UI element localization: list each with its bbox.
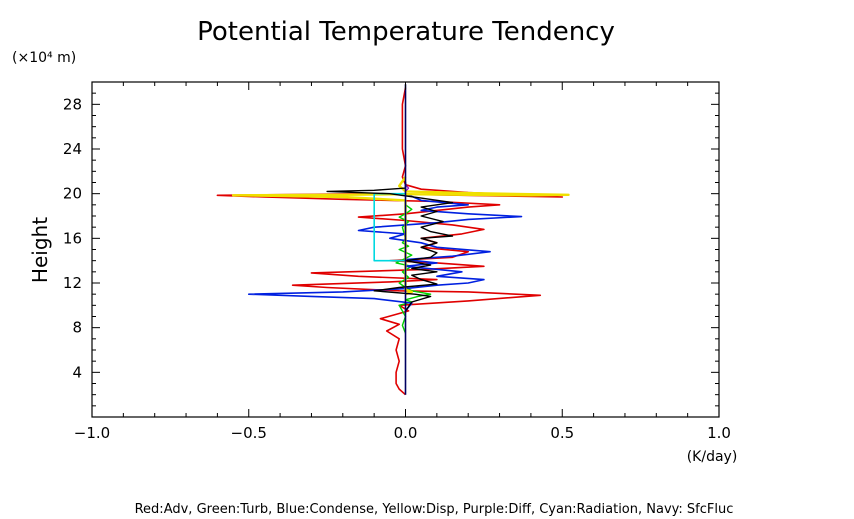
- series-line-adv: [216, 87, 564, 396]
- y-tick-label: 20: [63, 185, 82, 203]
- x-tick-label: 1.0: [707, 424, 731, 442]
- series-line-diff: [405, 184, 410, 192]
- series-layer: [216, 84, 570, 396]
- y-axis-label: Height: [28, 217, 52, 283]
- y-tick-label: 28: [63, 95, 82, 113]
- chart-title: Potential Temperature Tendency: [197, 17, 615, 47]
- y-unit-label: (×10⁴ m): [12, 50, 76, 66]
- tick-layer: −1.0 −0.5 0.0 0.5 1.0 4 8 12 16 20 24 28: [63, 82, 731, 442]
- x-tick-label: 0.5: [550, 424, 574, 442]
- x-tick-label: 0.0: [394, 424, 418, 442]
- x-tick-label: −1.0: [74, 424, 110, 442]
- y-tick-label: 12: [63, 274, 82, 292]
- x-tick-label: −0.5: [231, 424, 267, 442]
- y-tick-label: 24: [63, 140, 82, 158]
- y-tick-label: 4: [72, 363, 82, 381]
- y-tick-label: 16: [63, 229, 82, 247]
- x-unit-label: (K/day): [687, 449, 738, 465]
- legend-text: Red:Adv, Green:Turb, Blue:Condense, Yell…: [135, 502, 734, 517]
- y-tick-label: 8: [72, 319, 82, 337]
